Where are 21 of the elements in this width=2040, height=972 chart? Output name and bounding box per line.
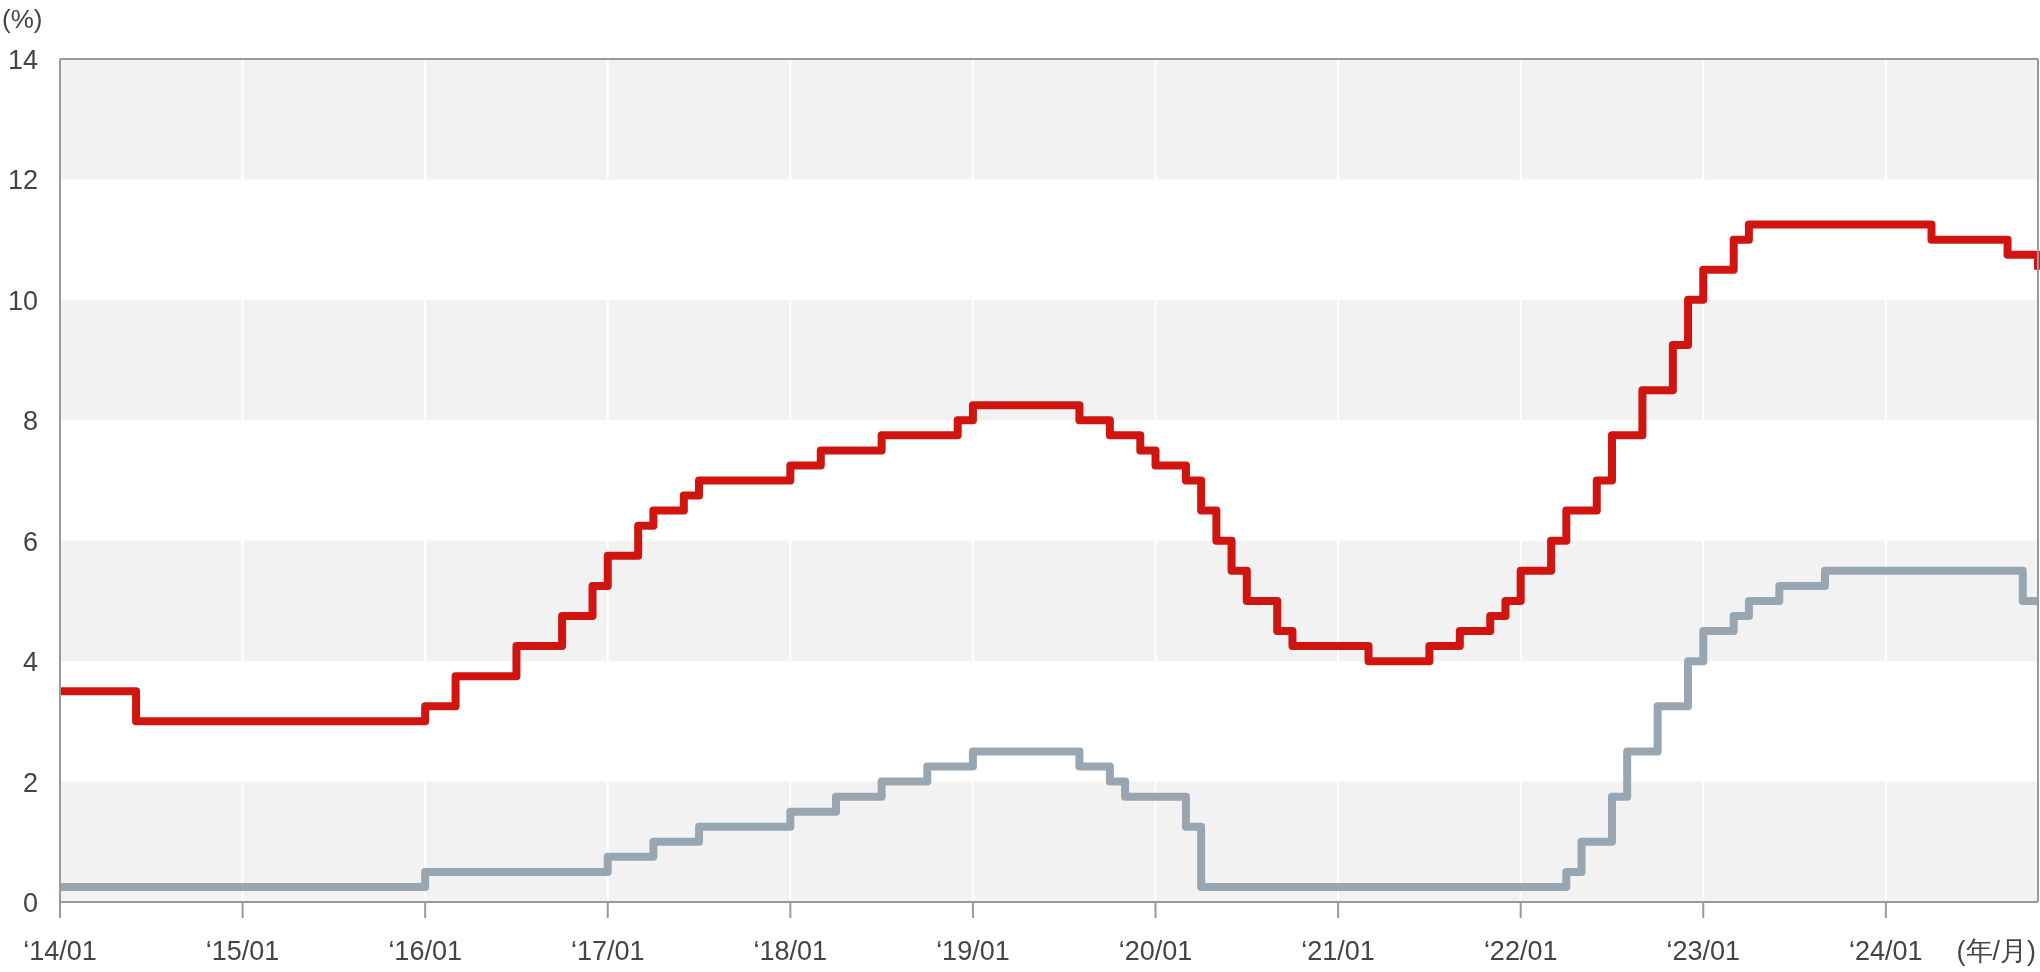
y-tick-label: 6 [22, 526, 38, 557]
y-tick-label: 14 [7, 45, 38, 75]
x-tick-label: ‘15/01 [205, 936, 280, 966]
x-tick-label: ‘20/01 [1118, 936, 1193, 966]
x-tick-label: ‘17/01 [570, 936, 645, 966]
x-tick-label: ‘14/01 [23, 936, 97, 966]
x-tick-label: ‘23/01 [1666, 936, 1741, 966]
x-tick-label: ‘24/01 [1849, 936, 1923, 966]
y-tick-label: 8 [22, 406, 38, 437]
y-tick-label: 2 [22, 767, 38, 798]
y-tick-label: 12 [7, 165, 38, 196]
y-axis-title: (%) [2, 4, 43, 34]
x-axis-title: (年/月) [1956, 936, 2036, 966]
y-tick-label: 0 [22, 888, 38, 918]
y-tick-label: 4 [22, 647, 38, 678]
y-tick-label: 10 [7, 285, 38, 316]
x-tick-label: ‘22/01 [1483, 936, 1558, 966]
x-tick-label: ‘21/01 [1301, 936, 1375, 966]
x-tick-label: ‘16/01 [388, 936, 462, 966]
x-tick-label: ‘19/01 [936, 936, 1010, 966]
x-tick-label: ‘18/01 [753, 936, 828, 966]
